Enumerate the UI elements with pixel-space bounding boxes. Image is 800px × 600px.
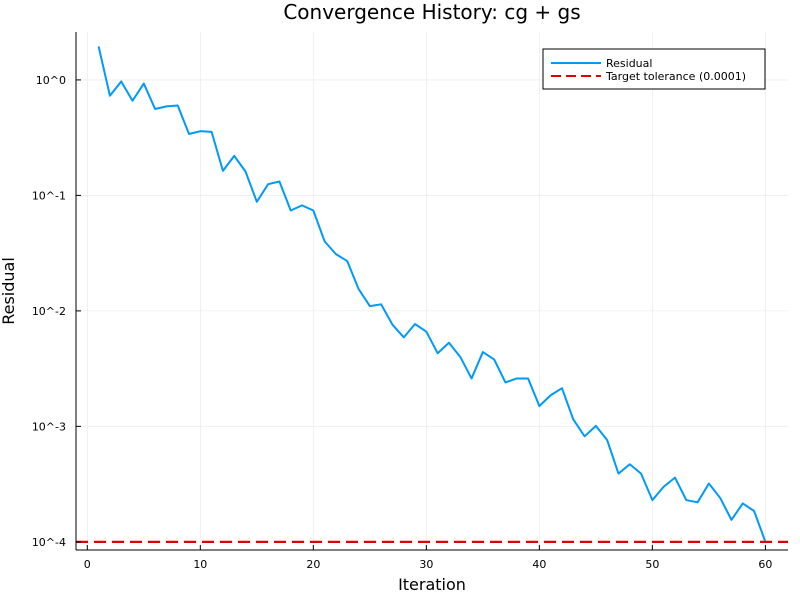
x-tick-label: 0	[84, 558, 91, 571]
y-tick-label: 10^-4	[32, 536, 66, 549]
grid-lines	[76, 32, 788, 550]
y-tick-label: 10^0	[36, 74, 66, 87]
x-axis-label: Iteration	[398, 575, 466, 594]
y-tick-label: 10^-3	[32, 420, 66, 433]
chart-title: Convergence History: cg + gs	[283, 0, 580, 24]
legend-box	[542, 48, 766, 90]
series-line-residual	[97, 46, 767, 543]
series-layer	[76, 46, 788, 543]
tick-labels: 0 10 20 30 40 50 60 10^-4 10^-3 10^-2 10^-1 10^0	[32, 74, 773, 571]
x-tick-label: 30	[419, 558, 433, 571]
legend-label-residual: Residual	[606, 57, 652, 70]
x-tick-label: 50	[645, 558, 659, 571]
y-axis-label: Residual	[0, 257, 18, 325]
x-tick-label: 10	[193, 558, 207, 571]
axes	[75, 32, 788, 551]
x-tick-label: 60	[758, 558, 772, 571]
y-tick-label: 10^-2	[32, 305, 66, 318]
x-tick-label: 20	[306, 558, 320, 571]
x-tick-label: 40	[532, 558, 546, 571]
legend-label-tolerance: Target tolerance (0.0001)	[605, 70, 746, 83]
y-tick-label: 10^-1	[32, 189, 66, 202]
legend: Residual Target tolerance (0.0001)	[542, 48, 766, 90]
